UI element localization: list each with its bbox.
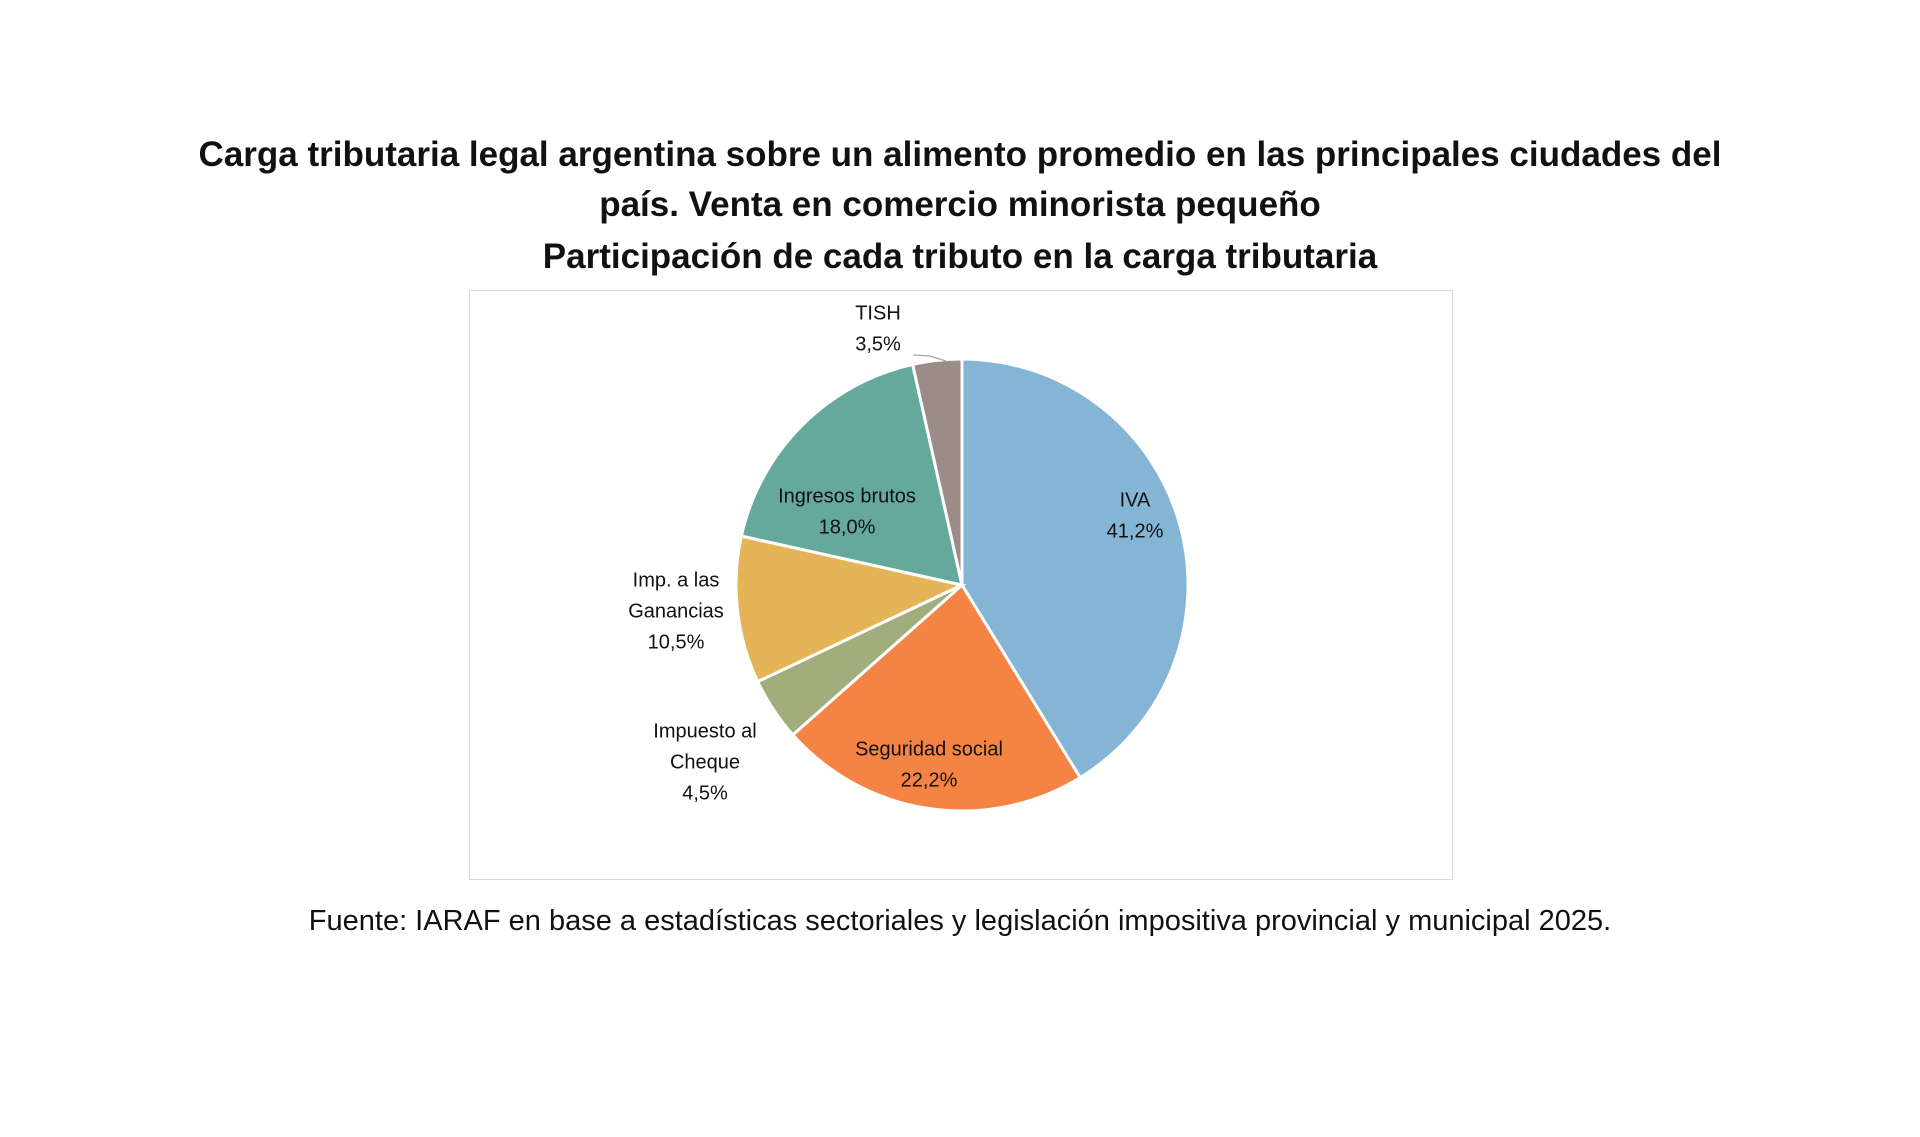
data-label-value: 4,5%	[682, 782, 728, 804]
pie-slice-ingresos-brutos	[739, 362, 964, 587]
tish-leader-line	[912, 354, 947, 362]
data-label-name: Imp. a las	[633, 569, 720, 591]
data-label-name: IVA	[1120, 489, 1151, 511]
data-label-value: 3,5%	[855, 333, 901, 355]
chart-title-line-2: país. Venta en comercio minorista pequeñ…	[599, 185, 1321, 224]
data-label-name: Cheque	[670, 751, 740, 773]
pie-slice-tish	[910, 357, 964, 586]
pie-slice-iva	[960, 357, 1190, 780]
source-note: Fuente: IARAF en base a estadísticas sec…	[308, 905, 1612, 937]
data-label-value: 10,5%	[648, 631, 705, 653]
data-label-value: 41,2%	[1107, 520, 1164, 542]
data-label-value: 18,0%	[819, 516, 876, 538]
data-label-name: Impuesto al	[653, 720, 756, 742]
pie-slice-seguridad-social	[790, 582, 1083, 813]
pie-slice-imp-a-las-ganancias	[734, 534, 967, 684]
data-label-name: Ganancias	[628, 600, 724, 622]
data-label-value: 22,2%	[901, 769, 958, 791]
chart-area: IVA 41,2% Seguridad social 22,2% Impuesto al…	[469, 290, 1453, 880]
data-label-name: Seguridad social	[855, 738, 1003, 760]
chart-title-line-1: Carga tributaria legal argentina sobre u…	[198, 135, 1722, 174]
chart-subtitle: Participación de cada tributo en la carg…	[542, 237, 1378, 276]
data-label-name: Ingresos brutos	[778, 485, 916, 507]
data-label-name: TISH	[855, 302, 901, 324]
pie-chart: IVA 41,2% Seguridad social 22,2% Impuesto al…	[628, 302, 1190, 813]
